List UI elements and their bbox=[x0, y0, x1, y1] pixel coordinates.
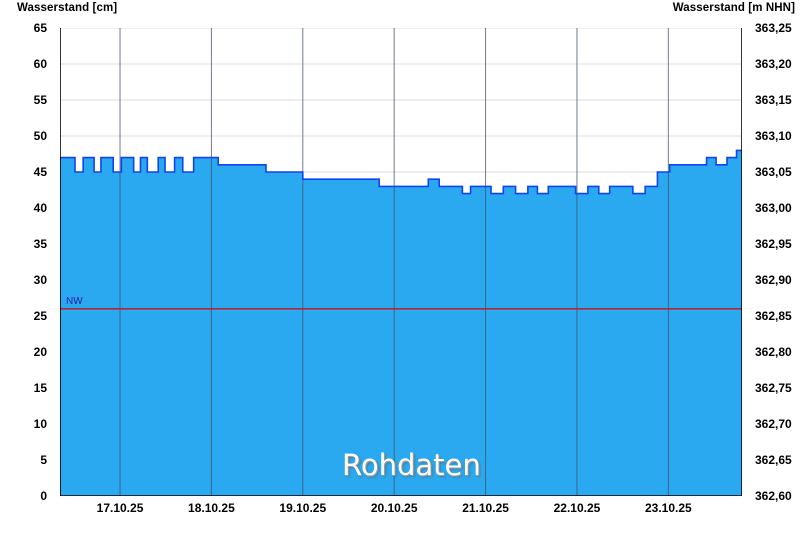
left-tick-label: 60 bbox=[33, 57, 47, 71]
left-tick-label: 5 bbox=[40, 453, 47, 467]
right-tick-label: 363,10 bbox=[755, 129, 792, 143]
right-tick-label: 362,65 bbox=[755, 453, 792, 467]
left-tick-label: 65 bbox=[33, 21, 47, 35]
x-tick-label: 19.10.25 bbox=[279, 501, 327, 515]
left-tick-label: 50 bbox=[33, 129, 47, 143]
right-tick-label: 363,15 bbox=[755, 93, 792, 107]
left-tick-label: 15 bbox=[33, 381, 47, 395]
right-tick-label: 362,75 bbox=[755, 381, 792, 395]
left-tick-label: 30 bbox=[33, 273, 47, 287]
vertical-gridlines-over bbox=[119, 28, 669, 496]
x-tick-label: 21.10.25 bbox=[462, 501, 509, 515]
right-tick-label: 362,60 bbox=[755, 489, 792, 503]
chart-canvas bbox=[60, 28, 742, 496]
right-tick-label: 362,80 bbox=[755, 345, 792, 359]
left-tick-label: 40 bbox=[33, 201, 47, 215]
right-tick-label: 362,70 bbox=[755, 417, 792, 431]
right-tick-label: 362,90 bbox=[755, 273, 792, 287]
right-axis-title: Wasserstand [m NHN] bbox=[672, 2, 795, 14]
plot-area: NW Rohdaten bbox=[60, 28, 742, 496]
nw-threshold-label: NW bbox=[66, 295, 83, 307]
x-tick-label: 22.10.25 bbox=[553, 501, 601, 515]
right-tick-label: 363,00 bbox=[755, 201, 792, 215]
x-tick-label: 18.10.25 bbox=[188, 501, 235, 515]
left-axis-title: Wasserstand [cm] bbox=[17, 2, 118, 14]
left-tick-label: 10 bbox=[33, 417, 47, 431]
left-tick-label: 35 bbox=[33, 237, 47, 251]
left-axis-tick-labels: 65 60 55 50 45 40 35 30 25 20 15 10 5 0 bbox=[0, 0, 47, 550]
left-tick-label: 0 bbox=[40, 489, 47, 503]
x-tick-label: 23.10.25 bbox=[644, 501, 692, 515]
water-level-line bbox=[60, 149, 742, 195]
right-axis-tick-labels: 363,25 363,20 363,15 363,10 363,05 363,00 362,… bbox=[755, 0, 800, 550]
x-tick-label: 20.10.25 bbox=[370, 501, 418, 515]
left-tick-label: 20 bbox=[33, 345, 47, 359]
right-tick-label: 362,85 bbox=[755, 309, 792, 323]
left-tick-label: 55 bbox=[33, 93, 47, 107]
right-tick-label: 362,95 bbox=[755, 237, 792, 251]
x-tick-label: 17.10.25 bbox=[96, 501, 144, 515]
left-tick-label: 25 bbox=[33, 309, 47, 323]
right-tick-label: 363,20 bbox=[755, 57, 792, 71]
left-tick-label: 45 bbox=[33, 165, 47, 179]
right-tick-label: 363,05 bbox=[755, 165, 792, 179]
right-tick-label: 363,25 bbox=[755, 21, 792, 35]
water-level-area bbox=[60, 150, 742, 496]
